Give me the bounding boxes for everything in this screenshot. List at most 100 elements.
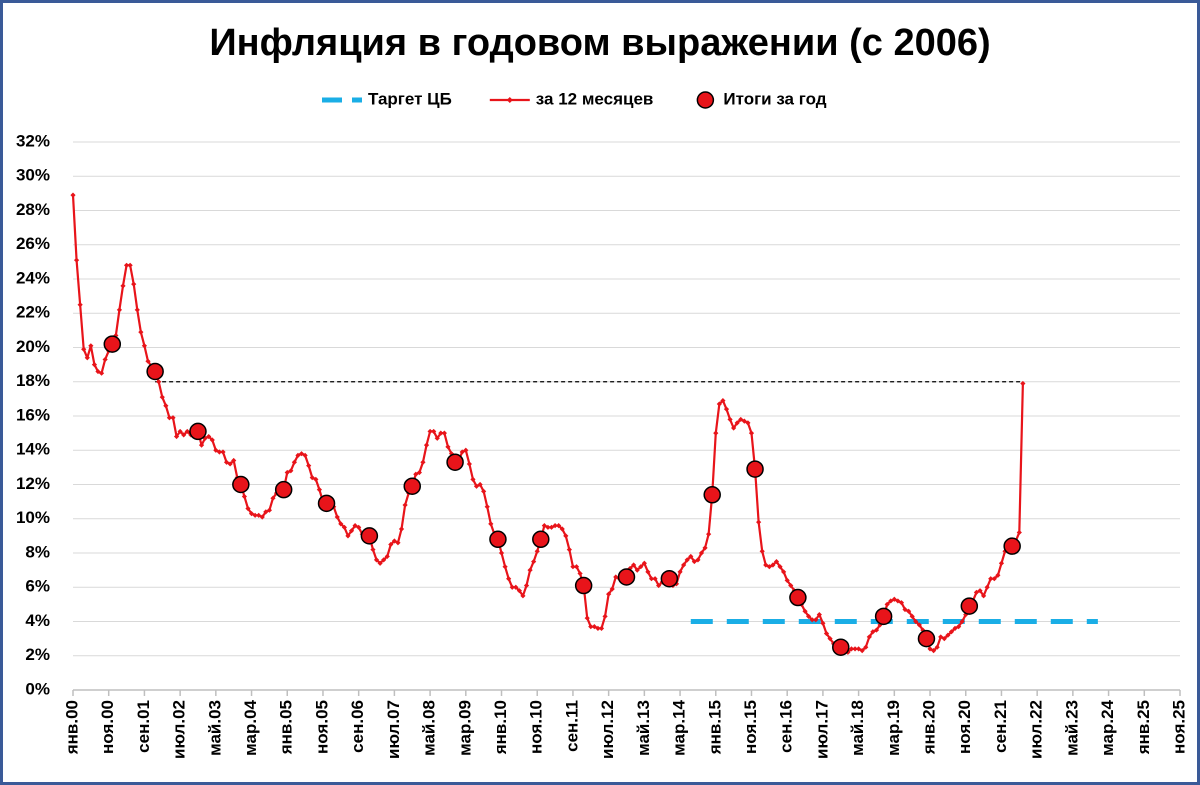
marker [220, 449, 226, 455]
marker [481, 488, 487, 494]
x-tick-label: янв.25 [1134, 700, 1153, 755]
marker [852, 646, 858, 652]
marker [998, 560, 1005, 566]
marker [898, 600, 905, 606]
marker [352, 523, 358, 529]
marker [70, 192, 76, 198]
marker [341, 524, 347, 530]
x-tick-label: мар.19 [884, 700, 903, 756]
marker [638, 564, 644, 570]
marker [873, 627, 880, 633]
marker [370, 546, 376, 553]
marker [748, 430, 755, 436]
marker [763, 562, 769, 568]
marker [198, 442, 205, 448]
marker [641, 560, 647, 566]
marker [309, 475, 315, 481]
marker [648, 576, 655, 582]
marker [484, 504, 490, 510]
year-dot [960, 597, 979, 615]
marker [973, 589, 980, 595]
marker [963, 612, 969, 618]
marker [941, 636, 947, 642]
marker [123, 262, 130, 268]
marker [213, 447, 219, 453]
marker [845, 649, 851, 655]
marker [302, 452, 308, 458]
x-tick-label: июл.17 [812, 700, 831, 759]
x-tick-label: янв.15 [705, 700, 724, 755]
marker [716, 401, 722, 407]
marker [934, 644, 940, 650]
marker [756, 519, 762, 525]
marker [416, 469, 422, 476]
marker [906, 608, 912, 614]
marker [945, 632, 951, 638]
legend-label: Таргет ЦБ [368, 89, 452, 108]
marker [402, 502, 408, 508]
y-tick-label: 32% [16, 131, 50, 150]
marker [727, 416, 733, 423]
marker [141, 343, 148, 349]
marker [848, 646, 855, 652]
y-tick-label: 26% [16, 234, 50, 253]
marker [377, 560, 383, 566]
marker [231, 457, 237, 464]
x-tick-label: ноя.20 [955, 700, 974, 754]
marker [531, 558, 537, 565]
marker [459, 449, 465, 455]
marker [595, 625, 601, 631]
year-dot [232, 475, 250, 494]
marker [241, 493, 248, 500]
marker [509, 584, 515, 590]
marker [931, 648, 937, 654]
y-tick-label: 2% [25, 645, 50, 664]
marker [770, 562, 776, 568]
chart-title: Инфляция в годовом выражении (с 2006) [209, 22, 990, 64]
x-tick-label: мар.24 [1098, 699, 1117, 755]
y-tick-label: 8% [25, 542, 50, 561]
x-tick-label: мар.14 [670, 699, 689, 755]
marker [138, 329, 144, 335]
marker [745, 420, 751, 426]
marker [345, 533, 351, 539]
marker [566, 546, 572, 553]
year-dot [789, 588, 807, 607]
marker [773, 558, 780, 565]
x-tick-label: май.13 [634, 700, 653, 756]
x-tick-label: июл.22 [1027, 700, 1046, 759]
marker [216, 449, 223, 455]
marker [477, 481, 483, 488]
marker [248, 511, 255, 517]
marker [866, 634, 872, 640]
marker [820, 620, 826, 626]
marker [523, 582, 530, 589]
y-tick-label: 14% [16, 440, 50, 459]
marker [127, 262, 133, 268]
marker [609, 586, 615, 592]
marker [606, 591, 612, 597]
marker [98, 370, 105, 376]
marker [556, 523, 562, 529]
marker [298, 451, 305, 457]
x-tick-label: сен.21 [991, 700, 1010, 753]
marker [163, 403, 169, 409]
marker [166, 415, 173, 421]
y-tick-label: 18% [16, 371, 50, 390]
marker [777, 564, 783, 570]
marker [291, 459, 297, 465]
marker [373, 557, 380, 563]
marker [245, 505, 251, 512]
marker [1016, 529, 1022, 536]
marker [552, 523, 558, 529]
marker [977, 588, 983, 594]
marker [398, 526, 405, 532]
year-dot [746, 460, 764, 478]
marker [573, 564, 580, 570]
marker [913, 618, 919, 625]
marker [952, 625, 958, 631]
marker [334, 514, 340, 520]
marker [980, 593, 987, 599]
marker [788, 582, 794, 589]
marker [348, 528, 355, 534]
